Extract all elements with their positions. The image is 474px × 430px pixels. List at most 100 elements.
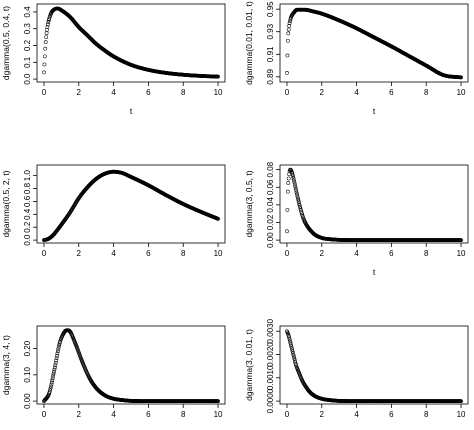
- x-tick-label: 0: [285, 249, 290, 258]
- data-point: [52, 365, 57, 370]
- panel-1: 0 2 4 6 8 10 0.0 0.1 0.2 0.3 0.4 t dgamma(0.5, 0.4, …: [1, 3, 226, 116]
- x-tick-label: 6: [389, 410, 394, 419]
- y-tick-label: 1.0: [23, 170, 32, 182]
- data-point: [290, 349, 295, 354]
- plot-frame: [279, 164, 469, 244]
- series-points: [285, 329, 463, 403]
- data-point: [52, 367, 57, 372]
- series-points: [42, 328, 220, 403]
- data-point: [285, 38, 290, 43]
- x-tick-label: 2: [77, 249, 82, 258]
- y-tick-label: 0.0010: [266, 365, 275, 390]
- y-axis-title: dgamma(3, 0.01, t): [244, 329, 254, 401]
- y-tick-label: 0.08: [266, 161, 275, 177]
- y-tick-label: 0.0: [23, 73, 32, 85]
- y-tick-label: 0.0020: [266, 342, 275, 367]
- y-tick-label: 0.0: [23, 234, 32, 246]
- data-point: [292, 358, 297, 363]
- data-point: [49, 382, 54, 387]
- y-tick-label: 0.04: [266, 197, 275, 213]
- panel-4: 0 2 4 6 8 10 0.00 0.020.04 0.06 0.08 t dgamma(3, 0.…: [244, 161, 469, 277]
- data-point: [44, 35, 49, 39]
- y-tick-label: 0.0000: [266, 388, 275, 413]
- panel-3: 0 2 4 6 8 10 0.00.20.40.60.81.0 dgamma(0.5, 2, …: [1, 164, 226, 258]
- data-point: [286, 31, 291, 36]
- x-tick-label: 10: [214, 249, 223, 258]
- y-tick-label: 0.1: [23, 56, 32, 68]
- y-tick-label: 0.20: [23, 340, 32, 356]
- data-point: [294, 190, 299, 195]
- x-tick-label: 4: [111, 249, 116, 258]
- data-point: [288, 340, 293, 345]
- data-point: [216, 216, 220, 221]
- data-point: [55, 351, 60, 356]
- x-tick-label: 2: [320, 88, 325, 97]
- data-point: [287, 24, 292, 28]
- x-tick-label: 4: [111, 410, 116, 419]
- data-point: [43, 46, 48, 51]
- data-point: [48, 388, 52, 393]
- y-axis-title: dgamma(3, 4, t): [1, 335, 11, 395]
- data-point: [53, 361, 58, 365]
- data-point: [286, 27, 291, 32]
- y-tick-label: 0.4: [23, 6, 32, 18]
- data-point: [296, 197, 301, 202]
- y-tick-label: 0.6: [23, 195, 32, 207]
- data-point: [285, 229, 289, 234]
- x-tick-label: 0: [42, 410, 47, 419]
- y-tick-label: 0.0030: [266, 318, 275, 343]
- data-point: [50, 376, 55, 381]
- plot-frame: [279, 325, 469, 405]
- x-tick-label: 2: [320, 249, 325, 258]
- data-point: [294, 188, 298, 193]
- data-point: [290, 347, 295, 352]
- series-points: [285, 7, 463, 80]
- x-tick-label: 8: [424, 249, 429, 258]
- y-tick-label: 0.95: [266, 1, 275, 17]
- plot-frame: [36, 325, 226, 405]
- data-point: [54, 358, 59, 363]
- series-points: [42, 169, 220, 242]
- y-tick-label: 0.00: [23, 393, 32, 409]
- data-point: [287, 335, 292, 340]
- x-tick-label: 4: [354, 410, 359, 419]
- data-point: [292, 356, 297, 361]
- y-tick-label: 0.4: [23, 208, 32, 220]
- data-point: [51, 374, 55, 378]
- data-point: [45, 25, 50, 29]
- data-point: [288, 19, 292, 23]
- x-tick-label: 6: [146, 249, 151, 258]
- x-tick-label: 8: [181, 88, 186, 97]
- data-point: [53, 363, 58, 368]
- data-point: [42, 54, 47, 59]
- x-tick-label: 8: [181, 249, 186, 258]
- data-point: [54, 356, 59, 360]
- x-tick-label: 2: [320, 410, 325, 419]
- x-tick-label: 6: [389, 249, 394, 258]
- x-axis-title: t: [373, 267, 376, 277]
- x-tick-label: 2: [77, 88, 82, 97]
- data-point: [43, 40, 48, 45]
- data-point: [297, 203, 302, 208]
- y-axis-title: dgamma(3, 0.5, t): [244, 170, 254, 237]
- x-axis-title: t: [130, 106, 133, 116]
- data-point: [48, 386, 53, 391]
- data-point: [42, 70, 46, 75]
- data-point: [45, 28, 49, 32]
- data-point: [295, 194, 300, 198]
- data-point: [291, 176, 296, 181]
- y-tick-label: 0.89: [266, 69, 275, 85]
- data-point: [459, 399, 463, 403]
- data-point: [293, 186, 298, 191]
- y-axis-title: dgamma(0.01, 0.01, t): [244, 1, 254, 85]
- y-tick-label: 0.2: [23, 221, 32, 233]
- y-tick-label: 0.93: [266, 23, 275, 39]
- y-axis-title: dgamma(0.5, 2, t): [1, 170, 11, 237]
- panel-2: 0 2 4 6 8 10 0.89 0.91 0.93 0.95 t dgamma(0.01, 0.0…: [244, 1, 469, 116]
- x-tick-label: 10: [457, 88, 466, 97]
- x-tick-label: 0: [285, 410, 290, 419]
- data-point: [296, 199, 301, 204]
- data-point: [289, 342, 293, 347]
- data-point: [46, 20, 51, 25]
